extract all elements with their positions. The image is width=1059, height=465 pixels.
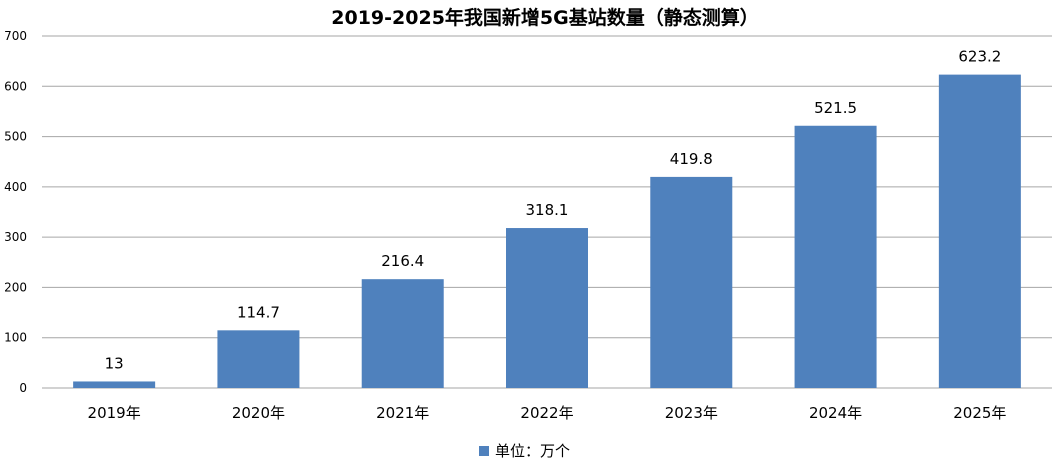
data-label: 623.2 xyxy=(958,48,1001,66)
y-tick-label: 500 xyxy=(4,130,27,144)
bars xyxy=(73,74,1021,388)
x-category-label: 2020年 xyxy=(232,404,285,422)
chart-title: 2019-2025年我国新增5G基站数量（静态测算） xyxy=(331,6,758,29)
x-category-label: 2023年 xyxy=(665,404,718,422)
data-label: 114.7 xyxy=(237,303,280,321)
y-tick-label: 200 xyxy=(4,280,27,294)
y-tick-label: 300 xyxy=(4,230,27,244)
legend-label: 单位：万个 xyxy=(495,442,570,460)
bar xyxy=(938,74,1021,388)
y-tick-label: 100 xyxy=(4,331,27,345)
x-category-label: 2024年 xyxy=(809,404,862,422)
x-category-label: 2022年 xyxy=(520,404,573,422)
bar xyxy=(506,228,588,388)
y-tick-label: 700 xyxy=(4,29,27,43)
data-label: 521.5 xyxy=(814,99,857,117)
bar xyxy=(73,381,156,388)
legend: 单位：万个 xyxy=(479,442,570,460)
x-category-label: 2025年 xyxy=(953,404,1006,422)
y-tick-label: 600 xyxy=(4,79,27,93)
x-category-label: 2019年 xyxy=(88,404,141,422)
x-axis-categories: 2019年 2020年 2021年 2022年 2023年 2024年 2025年 xyxy=(88,404,1007,422)
data-labels: 13 114.7 216.4 318.1 419.8 521.5 623.2 xyxy=(105,48,1002,373)
data-label: 216.4 xyxy=(381,252,424,270)
data-label: 318.1 xyxy=(526,201,569,219)
bar xyxy=(361,279,444,388)
bar xyxy=(650,176,733,388)
y-axis-ticks: 0 100 200 300 400 500 600 700 xyxy=(4,29,27,395)
x-category-label: 2021年 xyxy=(376,404,429,422)
y-tick-label: 400 xyxy=(4,180,27,194)
data-label: 419.8 xyxy=(670,150,713,168)
legend-swatch xyxy=(479,446,489,456)
data-label: 13 xyxy=(105,354,124,372)
bar xyxy=(794,125,877,388)
bar xyxy=(217,330,300,388)
y-tick-label: 0 xyxy=(19,381,27,395)
